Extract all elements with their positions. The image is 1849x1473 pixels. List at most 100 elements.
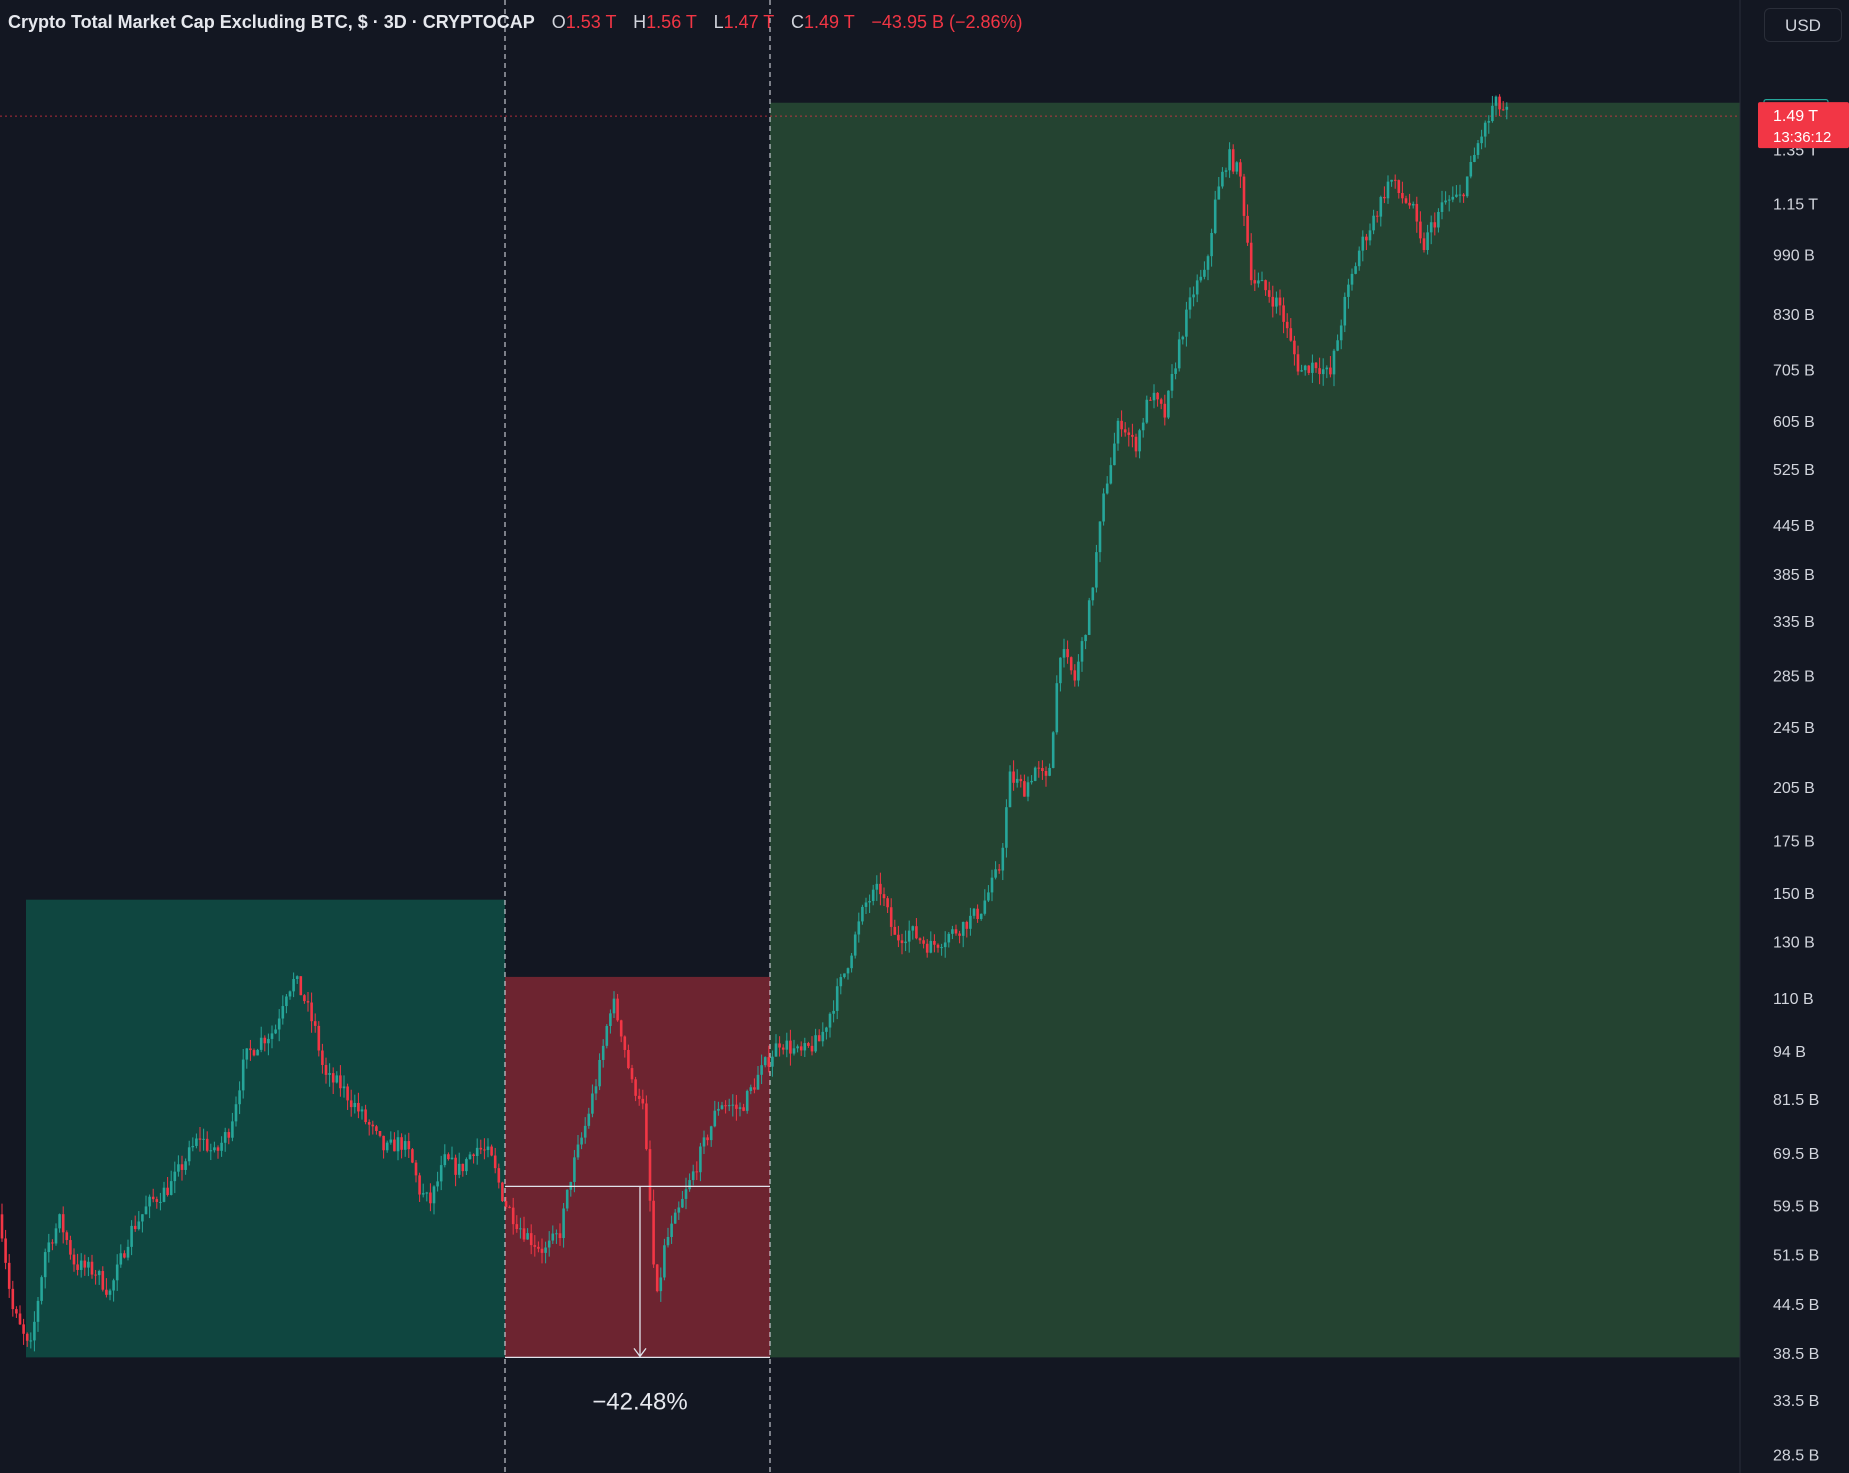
candle-up <box>659 1277 663 1292</box>
candle-up <box>573 1157 576 1182</box>
candle-up <box>1051 732 1055 768</box>
candle-up <box>670 1223 673 1237</box>
candle-up <box>843 973 846 978</box>
candle-up <box>274 1029 277 1034</box>
candle-up <box>1480 136 1483 144</box>
candle-down <box>648 1149 652 1201</box>
candle-up <box>544 1247 547 1253</box>
candle-up <box>141 1214 144 1222</box>
candle-up <box>40 1277 43 1301</box>
candle-down <box>627 1049 630 1069</box>
candle-up <box>1339 325 1343 341</box>
candle-down <box>886 898 889 908</box>
candle-up <box>1102 493 1105 522</box>
candle-down <box>1249 242 1253 281</box>
green-zone[interactable] <box>770 102 1740 1358</box>
candle-up <box>108 1290 112 1295</box>
price-axis-tick-label: 38.5 B <box>1773 1346 1819 1363</box>
candle-up <box>580 1137 583 1145</box>
teal-zone[interactable] <box>26 899 505 1358</box>
candle-up <box>97 1271 101 1276</box>
symbol-title[interactable]: Crypto Total Market Cap Excluding BTC, $… <box>8 12 535 32</box>
candle-up <box>1062 649 1066 658</box>
candle-up <box>825 1027 828 1032</box>
candle-up <box>547 1240 551 1248</box>
candle-up <box>792 1048 796 1054</box>
candle-up <box>929 940 933 953</box>
candle-up <box>691 1171 695 1181</box>
currency-button[interactable]: USD <box>1764 8 1842 42</box>
candle-up <box>1257 280 1260 284</box>
candle-up <box>850 955 853 969</box>
candle-up <box>1426 232 1429 250</box>
price-axis-tick-label: 605 B <box>1773 414 1815 431</box>
ohlc-high-label: H <box>633 12 647 32</box>
candle-up <box>987 892 990 901</box>
candle-down <box>69 1240 72 1255</box>
candle-down <box>1131 434 1134 437</box>
candle-down <box>461 1163 465 1172</box>
candle-up <box>403 1141 407 1150</box>
candle-up <box>1440 202 1444 212</box>
candle-up <box>609 1013 612 1026</box>
candle-up <box>717 1108 720 1111</box>
candle-up <box>1390 179 1393 182</box>
candle-down <box>1422 238 1426 250</box>
candle-up <box>594 1086 598 1094</box>
candle-up <box>749 1087 753 1091</box>
candle-up <box>1008 771 1012 808</box>
candle-up <box>443 1154 447 1166</box>
candle-down <box>1149 399 1152 401</box>
candle-down <box>382 1135 385 1151</box>
candle-up <box>213 1147 216 1151</box>
candle-up <box>475 1147 479 1156</box>
candle-down <box>490 1146 493 1156</box>
candle-down <box>1282 305 1285 322</box>
candle-up <box>612 998 616 1014</box>
candle-up <box>702 1137 706 1147</box>
candle-down <box>540 1248 544 1253</box>
candle-up <box>1411 203 1415 206</box>
candle-up <box>1145 399 1149 423</box>
candle-up <box>1455 194 1458 197</box>
price-axis[interactable] <box>1740 0 1849 1473</box>
red-zone[interactable] <box>505 976 770 1358</box>
candle-down <box>1375 215 1379 217</box>
candle-up <box>270 1033 274 1039</box>
candle-up <box>990 877 994 893</box>
candle-down <box>22 1324 25 1334</box>
candle-down <box>367 1122 371 1125</box>
candle-up <box>112 1280 115 1291</box>
candle-up <box>1300 370 1303 372</box>
candle-down <box>882 894 886 899</box>
ohlc-open-label: O <box>551 12 566 32</box>
candle-up <box>1487 121 1491 123</box>
candle-down <box>504 1201 508 1207</box>
candle-down <box>151 1196 155 1200</box>
candle-up <box>425 1192 429 1194</box>
candle-down <box>1289 328 1293 341</box>
candle-down <box>634 1079 637 1096</box>
candle-down <box>958 933 961 936</box>
candle-up <box>868 901 871 903</box>
candle-down <box>1023 781 1026 797</box>
candle-up <box>281 1006 285 1019</box>
candle-up <box>1458 194 1462 196</box>
candle-up <box>1379 196 1383 217</box>
candle-up <box>666 1236 670 1246</box>
candle-down <box>483 1149 486 1151</box>
candle-down <box>0 1214 4 1239</box>
candle-up <box>184 1161 187 1170</box>
arrow-down-icon <box>633 1347 647 1358</box>
candle-up <box>126 1246 130 1258</box>
candle-up <box>1001 847 1005 871</box>
candle-down <box>216 1147 220 1151</box>
price-axis-tick-label: 33.5 B <box>1773 1393 1819 1410</box>
candle-up <box>519 1228 522 1230</box>
candle-up <box>947 933 951 943</box>
candle-up <box>771 1056 774 1067</box>
candle-up <box>173 1171 177 1182</box>
candle-down <box>1433 222 1437 228</box>
candle-up <box>54 1228 58 1244</box>
